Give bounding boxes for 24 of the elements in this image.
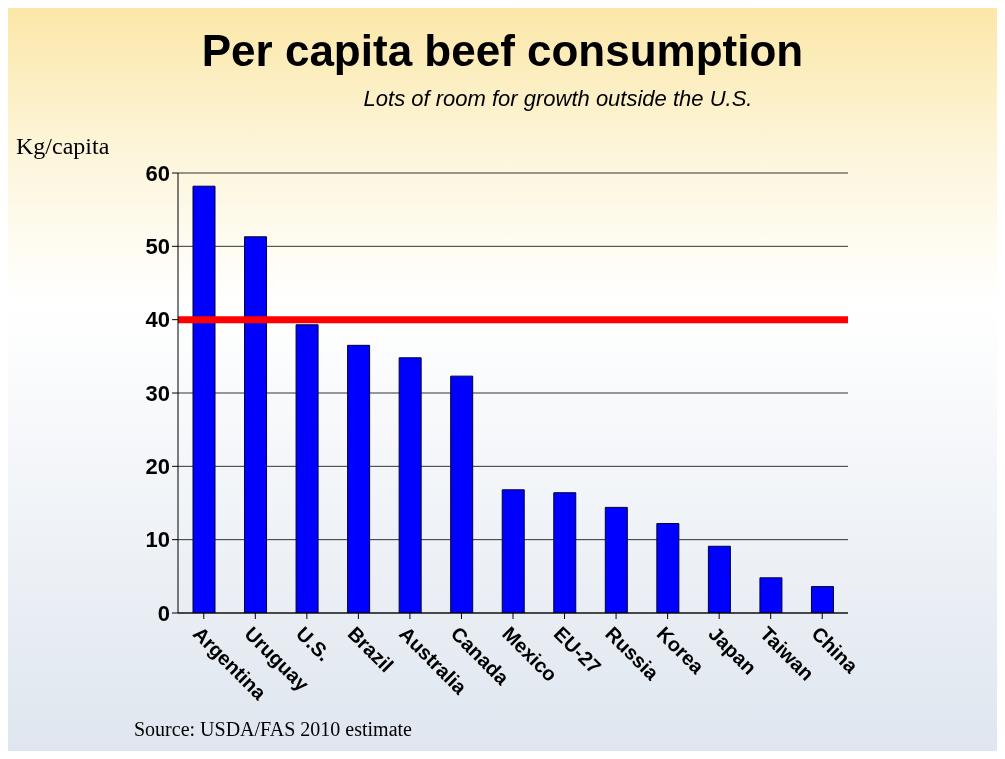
source-note: Source: USDA/FAS 2010 estimate	[134, 718, 412, 741]
y-tick-label: 0	[157, 600, 170, 626]
bar	[553, 492, 577, 613]
y-tick-label: 20	[145, 454, 170, 480]
bar	[604, 506, 628, 613]
bar	[810, 586, 834, 613]
bar	[707, 545, 731, 613]
y-tick-label: 40	[145, 307, 170, 333]
bar	[295, 324, 319, 613]
bar	[501, 489, 525, 613]
bar	[192, 185, 216, 613]
bar	[244, 236, 268, 613]
chart-title: Per capita beef consumption	[200, 26, 805, 76]
y-tick-label: 60	[145, 160, 170, 186]
y-axis-title: Kg/capita	[16, 133, 110, 160]
y-tick-label: 30	[145, 380, 170, 406]
y-tick-label: 10	[145, 527, 170, 553]
y-tick-label: 50	[145, 234, 170, 260]
bar	[759, 577, 783, 613]
bar	[398, 357, 422, 613]
bar	[656, 523, 680, 613]
bar	[450, 375, 474, 613]
chart-subtitle: Lots of room for growth outside the U.S.	[362, 86, 754, 112]
bar	[347, 344, 371, 613]
